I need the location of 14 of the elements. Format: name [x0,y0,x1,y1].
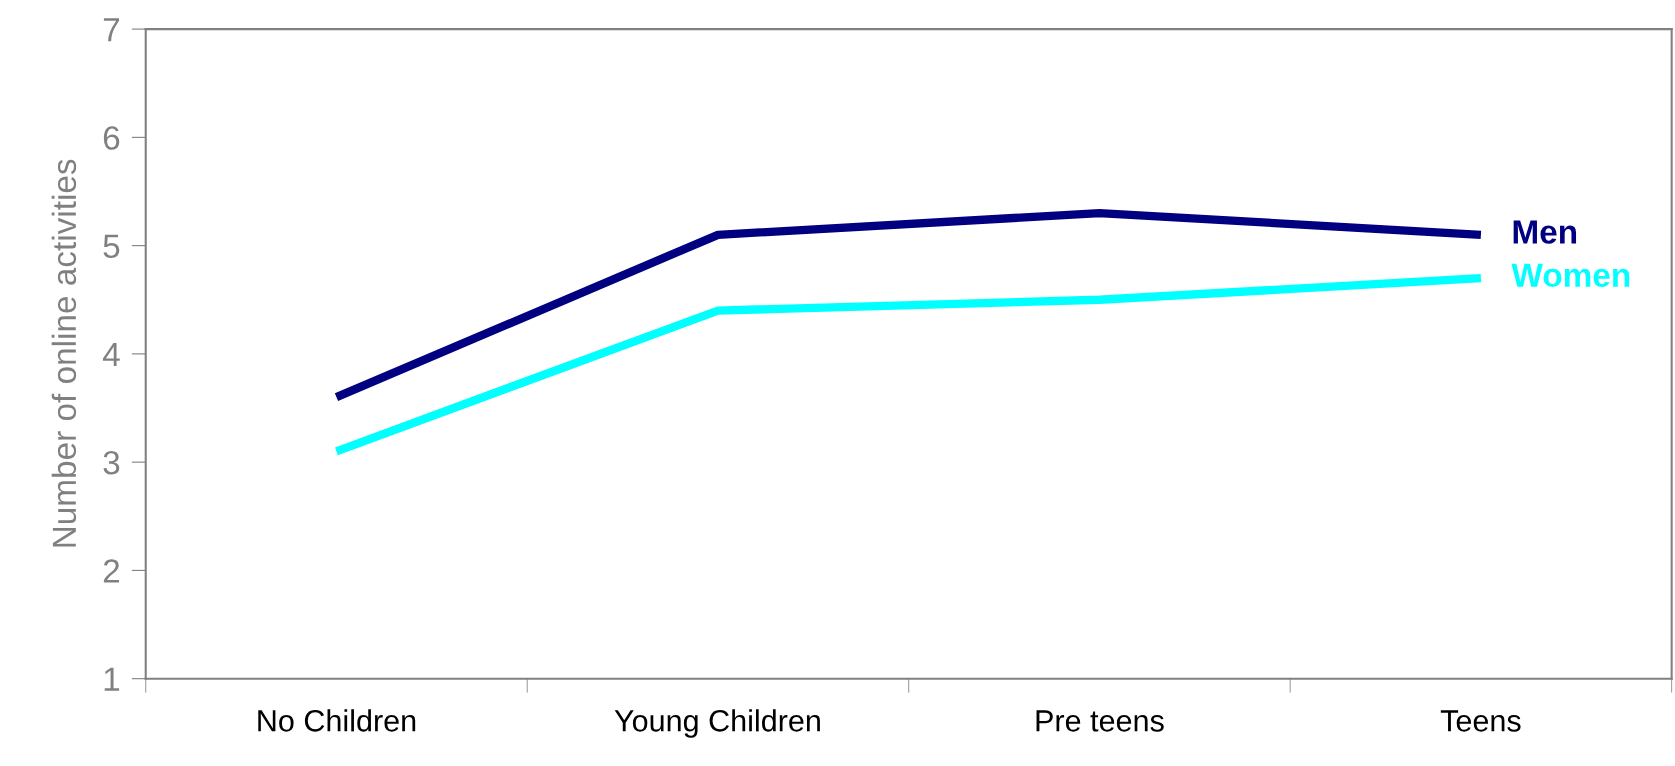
series-label: Women [1511,263,1630,288]
y-tick-label: 6 [103,126,120,150]
x-tick-label: Young Children [614,709,820,738]
x-tick-label: No Children [258,709,416,732]
y-tick-label: 4 [102,343,120,366]
x-tick-label: Teens [1440,710,1521,732]
y-tick-label: 7 [103,18,120,42]
y-tick-label: 2 [103,559,120,583]
y-tick-label: 5 [103,234,120,259]
y-tick-label: 3 [103,450,120,475]
y-tick-label: 1 [104,667,120,691]
x-tick-label: Pre teens [1036,710,1164,732]
y-axis-title: Number of online activities [51,159,77,547]
series-label: Men [1513,220,1577,244]
